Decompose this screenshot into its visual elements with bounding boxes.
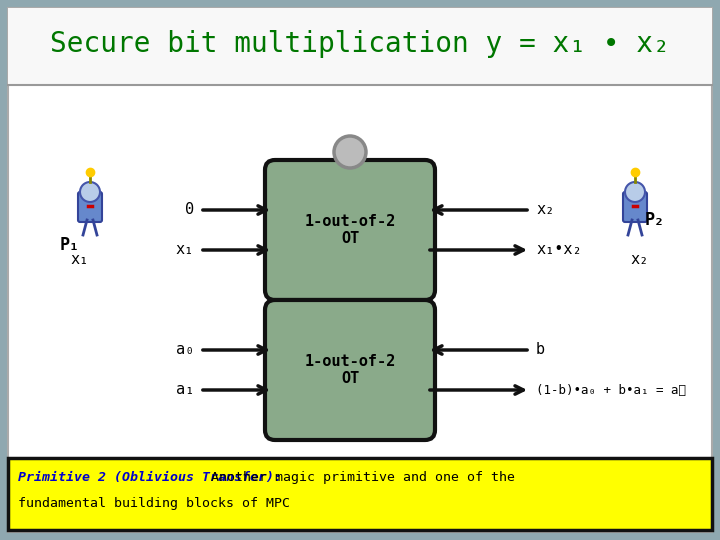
Text: Another magic primitive and one of the: Another magic primitive and one of the — [203, 471, 515, 484]
Text: P₂: P₂ — [645, 211, 665, 229]
FancyBboxPatch shape — [8, 8, 712, 532]
Text: 1-out-of-2
OT: 1-out-of-2 OT — [305, 354, 395, 386]
Text: Secure bit multiplication y = x₁ • x₂: Secure bit multiplication y = x₁ • x₂ — [50, 30, 670, 58]
Text: P₁: P₁ — [60, 236, 80, 254]
Text: x₂: x₂ — [631, 253, 649, 267]
Text: 0: 0 — [185, 202, 194, 218]
Text: x₂: x₂ — [536, 202, 554, 218]
FancyBboxPatch shape — [78, 192, 102, 222]
FancyBboxPatch shape — [8, 8, 712, 85]
Text: b: b — [536, 342, 545, 357]
Circle shape — [334, 136, 366, 168]
FancyBboxPatch shape — [623, 192, 647, 222]
Text: x₁: x₁ — [71, 253, 89, 267]
Circle shape — [80, 182, 100, 202]
FancyBboxPatch shape — [265, 160, 435, 300]
Text: x₁: x₁ — [176, 242, 194, 258]
Text: fundamental building blocks of MPC: fundamental building blocks of MPC — [18, 497, 290, 510]
Text: Primitive 2 (Oblivious Transfer):: Primitive 2 (Oblivious Transfer): — [18, 471, 282, 484]
Text: x₁•x₂: x₁•x₂ — [536, 242, 582, 258]
Text: a₁: a₁ — [176, 382, 194, 397]
Circle shape — [625, 182, 645, 202]
FancyBboxPatch shape — [265, 300, 435, 440]
FancyBboxPatch shape — [8, 458, 712, 530]
Text: 1-out-of-2
OT: 1-out-of-2 OT — [305, 214, 395, 246]
Text: (1-b)•a₀ + b•a₁ = a၂: (1-b)•a₀ + b•a₁ = a၂ — [536, 383, 686, 396]
Text: a₀: a₀ — [176, 342, 194, 357]
